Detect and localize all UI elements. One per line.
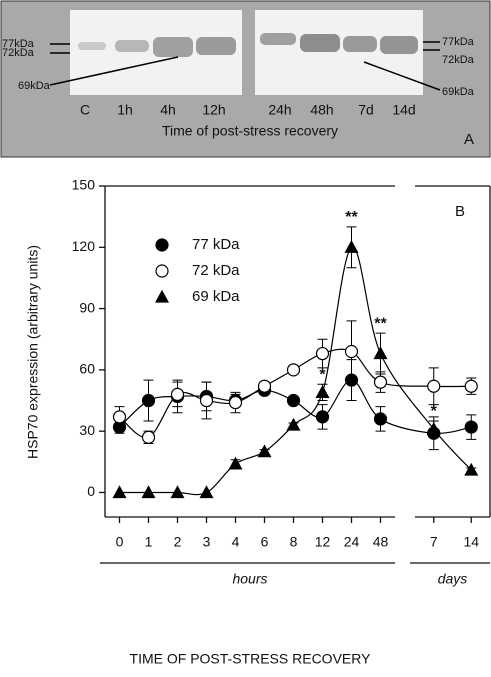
marker — [427, 379, 441, 393]
marker — [141, 430, 156, 444]
x-tick-label: 14 — [463, 534, 479, 550]
lane-label: 7d — [358, 102, 374, 118]
annotation: * — [319, 366, 326, 383]
y-tick-label: 60 — [79, 361, 95, 377]
annotation: * — [431, 403, 438, 420]
marker — [257, 379, 272, 393]
lane-label: 24h — [268, 102, 291, 118]
marker — [286, 363, 301, 377]
blot-label: 69kDa — [442, 86, 475, 98]
marker — [464, 379, 478, 393]
lane-label: 1h — [117, 102, 133, 118]
lane-label: 12h — [202, 102, 225, 118]
annotation: ** — [345, 209, 358, 226]
x-tick-label: 1 — [145, 534, 153, 550]
legend-label: 77 kDa — [192, 236, 240, 253]
marker — [373, 346, 388, 360]
marker — [344, 344, 359, 359]
lane-label: 4h — [160, 102, 176, 118]
lane-label: 14d — [392, 102, 415, 118]
y-tick-label: 120 — [72, 238, 96, 254]
marker — [315, 410, 330, 424]
y-tick-label: 90 — [79, 299, 95, 315]
x-tick-label: 3 — [203, 534, 211, 550]
blot-bands — [78, 33, 418, 57]
legend-marker — [155, 264, 169, 278]
legend-label: 69 kDa — [192, 288, 240, 305]
marker — [373, 412, 388, 426]
marker — [199, 393, 214, 408]
legend-marker — [154, 289, 170, 303]
marker — [464, 462, 479, 476]
blot-label: 77kDa — [2, 38, 35, 50]
x-tick-label: 2 — [174, 534, 182, 550]
marker — [286, 393, 301, 408]
x-tick-label: 6 — [261, 534, 269, 550]
panel-label: B — [455, 203, 465, 220]
marker — [464, 420, 478, 434]
x-tick-label: 0 — [116, 534, 124, 550]
y-tick-label: 30 — [79, 422, 95, 438]
blot-label: 69kDa — [18, 80, 51, 92]
marker — [344, 240, 359, 253]
marker — [286, 417, 301, 431]
x-tick-label: 12 — [315, 534, 331, 550]
legend-label: 72 kDa — [192, 262, 240, 279]
y-tick-label: 150 — [72, 177, 96, 193]
lane-label: 48h — [310, 102, 333, 118]
marker — [170, 387, 185, 402]
marker — [426, 421, 441, 435]
marker — [228, 456, 243, 470]
marker — [373, 375, 388, 389]
x-tick-label: 7 — [430, 534, 438, 550]
x-tick-label: 8 — [290, 534, 298, 550]
x-axis-title: TIME OF POST-STRESS RECOVERY — [130, 651, 372, 667]
y-tick-label: 0 — [87, 483, 95, 499]
blot-label: 72kDa — [2, 47, 35, 59]
x-tick-label: 4 — [232, 534, 240, 550]
x-tick-label: 48 — [373, 534, 389, 550]
x-tick-label: 24 — [344, 534, 360, 550]
panel-label: A — [464, 131, 474, 148]
lane-label: C — [80, 102, 90, 118]
group-label: days — [438, 571, 468, 587]
marker — [315, 385, 330, 398]
marker — [141, 485, 156, 499]
blot-label: 77kDa — [442, 36, 475, 48]
blot-label: 72kDa — [442, 54, 475, 66]
marker — [315, 346, 330, 361]
marker — [257, 444, 272, 458]
marker — [199, 485, 214, 499]
y-axis-title: HSP70 expression (arbitrary units) — [25, 245, 41, 459]
blot-arrows — [49, 41, 441, 91]
legend-marker — [155, 238, 169, 252]
marker — [228, 395, 243, 410]
blot-caption: Time of post-stress recovery — [162, 123, 338, 139]
marker — [112, 485, 127, 499]
group-label: hours — [232, 571, 267, 587]
marker — [141, 393, 156, 408]
annotation: ** — [374, 315, 387, 332]
marker — [170, 485, 185, 499]
marker — [112, 410, 127, 424]
